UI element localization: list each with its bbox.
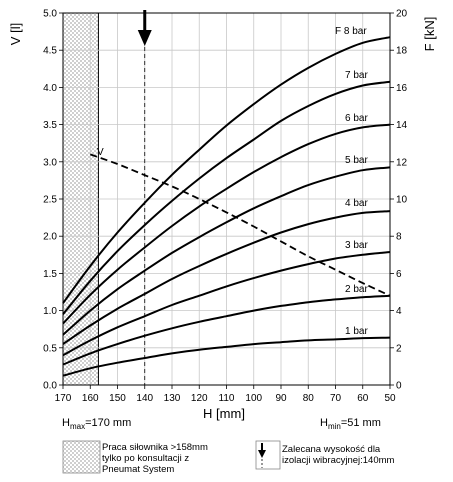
series-line-1-bar <box>62 336 391 377</box>
x-tick-label-12: 50 <box>384 393 396 404</box>
y-right-tick-label-9: 18 <box>396 46 408 57</box>
y-right-tick-label-3: 6 <box>396 269 402 280</box>
x-tick-label-9: 80 <box>303 393 315 404</box>
series-line-6-bar <box>62 123 391 325</box>
x-tick-label-5: 120 <box>191 393 208 404</box>
legend-hatch-line-3: Pneumat System <box>102 464 175 475</box>
y-left-tick-label-4: 2.0 <box>43 232 57 243</box>
y-left-axis-title: V [l] <box>8 23 23 45</box>
y-right-tick-label-0: 0 <box>396 381 402 392</box>
series-line-2-bar <box>62 294 391 366</box>
y-left-tick-label-2: 1.0 <box>43 306 57 317</box>
series-line-5-bar <box>62 166 391 336</box>
series-label-2-bar: 2 bar <box>345 284 368 295</box>
y-right-tick-label-7: 14 <box>396 120 408 131</box>
tick-labels: 0.0 0.5 1.0 1.5 2.0 2.5 3.0 3.5 4.0 4.5 5.0 0 2 4 6 8 10… <box>43 9 407 405</box>
legend-hatch-line-2: tylko po konsultacji z <box>102 453 190 464</box>
legend-hatch-swatch <box>62 440 101 474</box>
force-curves <box>62 10 391 385</box>
y-left-tick-label-0: 0.0 <box>43 381 57 392</box>
y-left-tick-label-8: 4.0 <box>43 83 57 94</box>
series-labels: 1 bar 2 bar 3 bar 4 bar 5 bar 6 bar 7 bar F 8 b… <box>97 26 368 337</box>
y-right-tick-label-8: 16 <box>396 83 408 94</box>
series-label-5-bar: 5 bar <box>345 155 368 166</box>
x-tick-label-4: 130 <box>164 393 181 404</box>
series-line-7-bar <box>62 80 391 315</box>
series-label-7-bar: 7 bar <box>345 70 368 81</box>
y-right-tick-label-5: 10 <box>396 195 408 206</box>
x-tick-label-6: 110 <box>219 393 235 404</box>
hmin-label: Hmin=51 mm <box>320 417 381 431</box>
y-right-tick-label-4: 8 <box>396 232 402 243</box>
recommended-height-arrow-head <box>137 30 152 46</box>
series-line-4-bar <box>62 210 391 345</box>
legend-arrow-icon <box>255 440 281 470</box>
y-left-tick-label-10: 5.0 <box>43 9 57 20</box>
series-line-v <box>89 153 391 297</box>
x-tick-label-8: 90 <box>275 393 287 404</box>
y-right-tick-label-2: 4 <box>396 306 402 317</box>
series-label-6-bar: 6 bar <box>345 113 368 124</box>
y-left-tick-label-7: 3.5 <box>43 120 57 131</box>
x-axis-title: H [mm] <box>203 406 245 421</box>
y-left-tick-label-9: 4.5 <box>43 46 57 57</box>
legend-hatch-line-1: Praca siłownika >158mm <box>102 442 208 453</box>
x-tick-label-7: 100 <box>245 393 262 404</box>
y-right-tick-label-6: 12 <box>396 157 408 168</box>
series-label-f-8-bar: F 8 bar <box>335 26 367 37</box>
y-left-tick-label-3: 1.5 <box>43 269 57 280</box>
x-tick-label-0: 170 <box>55 393 72 404</box>
legend-arrow-line-2: izolacji wibracyjnej:140mm <box>282 455 395 466</box>
y-right-axis-title: F [kN] <box>422 17 437 52</box>
series-label-1-bar: 1 bar <box>345 326 368 337</box>
x-tick-label-1: 160 <box>82 393 99 404</box>
y-right-tick-label-1: 2 <box>396 343 402 354</box>
series-label-3-bar: 3 bar <box>345 240 368 251</box>
y-left-tick-label-6: 3.0 <box>43 157 57 168</box>
x-tick-label-3: 140 <box>136 393 153 404</box>
y-left-tick-label-5: 2.5 <box>43 195 57 206</box>
x-tick-label-11: 60 <box>357 393 369 404</box>
x-tick-label-10: 70 <box>330 393 342 404</box>
legend-arrow-line-1: Zalecana wysokość dla <box>282 444 381 455</box>
hmax-label: Hmax=170 mm <box>62 417 131 431</box>
series-label-4-bar: 4 bar <box>345 198 368 209</box>
series-line-f-8-bar <box>62 36 391 304</box>
series-line-3-bar <box>62 251 391 357</box>
y-right-tick-label-10: 20 <box>396 9 408 20</box>
y-left-tick-label-1: 0.5 <box>43 343 57 354</box>
x-tick-label-2: 150 <box>109 393 126 404</box>
series-label-v: V <box>97 147 104 158</box>
legend-arrow-text: Zalecana wysokość dla izolacji wibracyjn… <box>282 444 394 466</box>
legend-hatch-text: Praca siłownika >158mm tylko po konsulta… <box>102 442 208 475</box>
